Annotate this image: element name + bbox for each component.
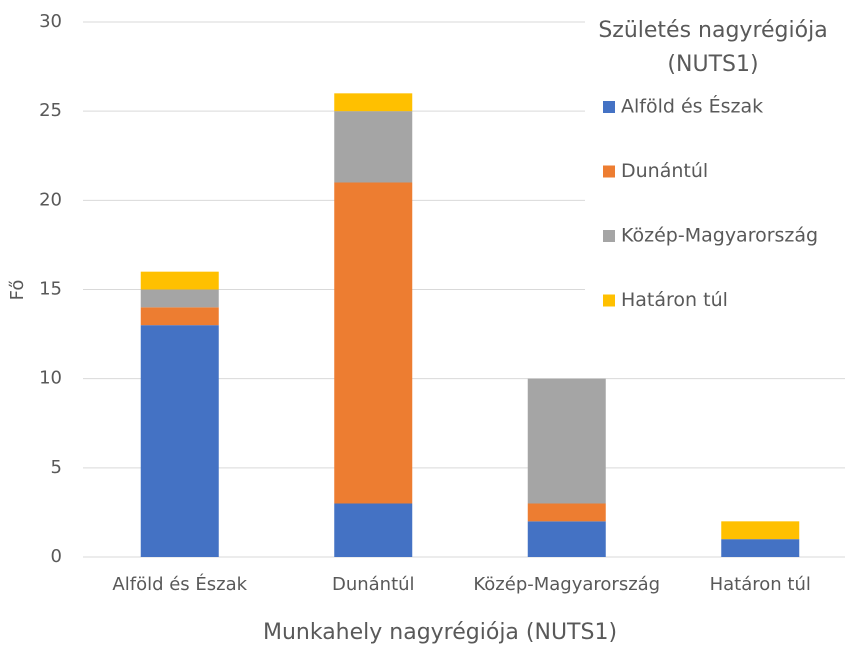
bar-segment: [721, 539, 800, 557]
legend-swatch: [603, 294, 615, 307]
legend-label: Alföld és Észak: [621, 95, 763, 118]
bar-segment: [140, 325, 219, 557]
bar-segment: [140, 307, 219, 326]
x-tick-label: Alföld és Észak: [112, 573, 247, 595]
bar-segment: [140, 289, 219, 308]
y-tick-label: 10: [39, 368, 62, 389]
legend-title: Születés nagyrégiója (NUTS1): [598, 18, 828, 77]
y-tick-label: 0: [51, 546, 62, 567]
x-tick-label: Közép-Magyarország: [473, 574, 660, 595]
legend-label: Közép-Magyarország: [621, 225, 818, 247]
bar-segment: [334, 503, 413, 557]
legend-background: [585, 5, 845, 327]
bar-segment: [334, 93, 413, 112]
y-tick-label: 15: [39, 279, 62, 300]
legend-swatch: [603, 230, 615, 242]
bar-segment: [527, 521, 606, 557]
bar-segment: [721, 521, 800, 540]
legend-swatch: [603, 101, 615, 113]
legend-swatch: [603, 165, 615, 178]
y-tick-label: 20: [39, 189, 62, 210]
bar-segment: [527, 378, 606, 504]
x-axis-title: Munkahely nagyrégiója (NUTS1): [263, 620, 617, 645]
legend-label: Határon túl: [621, 289, 728, 311]
bar-segment: [334, 111, 413, 183]
y-axis-title: Fő: [7, 280, 28, 301]
y-tick-label: 5: [51, 457, 62, 478]
bar-segment: [334, 182, 413, 504]
bar-segment: [527, 503, 606, 522]
legend-label: Dunántúl: [621, 160, 708, 182]
y-tick-label: 30: [39, 11, 62, 32]
x-tick-label: Dunántúl: [332, 574, 415, 595]
bar-segment: [140, 271, 219, 290]
y-tick-label: 25: [39, 100, 62, 121]
x-tick-label: Határon túl: [710, 574, 811, 595]
